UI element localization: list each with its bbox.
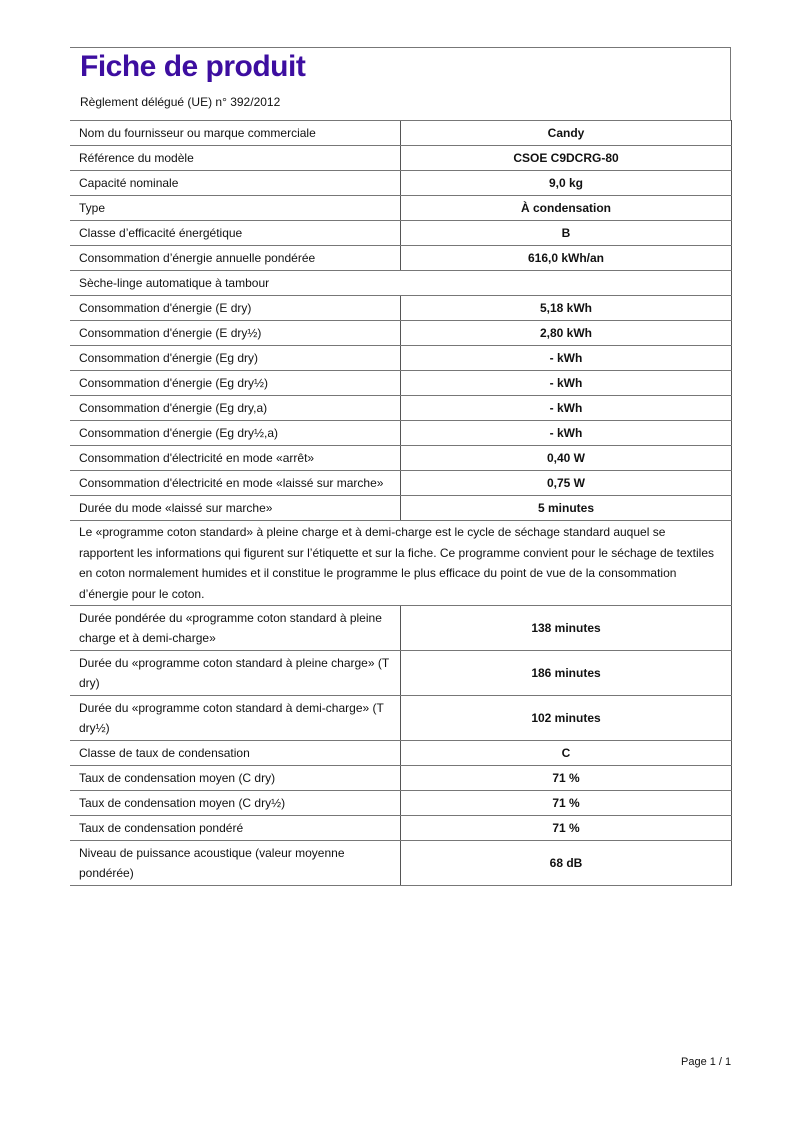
table-row: Classe d’efficacité énergétique B [70, 220, 732, 246]
page-title: Fiche de produit [80, 50, 306, 83]
row-label: Consommation d’énergie annuelle pondérée [70, 245, 401, 271]
row-label: Consommation d'énergie (E dry½) [70, 320, 401, 346]
row-value: 5 minutes [400, 495, 732, 521]
row-value: 71 % [400, 790, 732, 816]
row-label: Taux de condensation moyen (C dry½) [70, 790, 401, 816]
row-value: 5,18 kWh [400, 295, 732, 321]
header-frame [70, 47, 731, 121]
table-row: Classe de taux de condensation C [70, 740, 732, 766]
table-row: Taux de condensation moyen (C dry) 71 % [70, 765, 732, 791]
table-row: Durée du mode «laissé sur marche» 5 minut… [70, 495, 732, 521]
table-row: Niveau de puissance acoustique (valeur m… [70, 840, 732, 886]
table-row: Le «programme coton standard» à pleine c… [70, 520, 732, 606]
row-label: Consommation d'électricité en mode «arrê… [70, 445, 401, 471]
row-value: - kWh [400, 345, 732, 371]
table-row: Consommation d'électricité en mode «arrê… [70, 445, 732, 471]
table-row: Consommation d'énergie (Eg dry½) - kWh [70, 370, 732, 396]
row-value: 102 minutes [400, 695, 732, 741]
row-label: Durée pondérée du «programme coton stand… [70, 605, 401, 651]
table-row: Consommation d’énergie annuelle pondérée… [70, 245, 732, 271]
row-label: Consommation d'énergie (Eg dry,a) [70, 395, 401, 421]
table-row: Consommation d'énergie (E dry½) 2,80 kWh [70, 320, 732, 346]
row-label: Consommation d'énergie (Eg dry) [70, 345, 401, 371]
row-label: Référence du modèle [70, 145, 401, 171]
table-row: Capacité nominale 9,0 kg [70, 170, 732, 196]
row-value: 0,40 W [400, 445, 732, 471]
table-row: Consommation d'électricité en mode «lais… [70, 470, 732, 496]
row-label: Consommation d'énergie (Eg dry½,a) [70, 420, 401, 446]
row-value: 186 minutes [400, 650, 732, 696]
row-value: B [400, 220, 732, 246]
product-table: Nom du fournisseur ou marque commerciale… [70, 120, 732, 886]
table-row: Consommation d'énergie (Eg dry½,a) - kWh [70, 420, 732, 446]
regulation-subtitle: Règlement délégué (UE) n° 392/2012 [80, 95, 281, 109]
row-value: - kWh [400, 395, 732, 421]
row-label: Nom du fournisseur ou marque commerciale [70, 120, 401, 146]
table-row: Durée du «programme coton standard à ple… [70, 650, 732, 696]
row-label: Niveau de puissance acoustique (valeur m… [70, 840, 401, 886]
row-value: 2,80 kWh [400, 320, 732, 346]
table-row: Consommation d'énergie (E dry) 5,18 kWh [70, 295, 732, 321]
row-label: Durée du «programme coton standard à ple… [70, 650, 401, 696]
table-row: Sèche-linge automatique à tambour [70, 270, 732, 296]
row-label: Taux de condensation moyen (C dry) [70, 765, 401, 791]
table-row: Nom du fournisseur ou marque commerciale… [70, 120, 732, 146]
table-row: Consommation d'énergie (Eg dry) - kWh [70, 345, 732, 371]
table-row: Consommation d'énergie (Eg dry,a) - kWh [70, 395, 732, 421]
row-value: 0,75 W [400, 470, 732, 496]
row-label: Durée du «programme coton standard à dem… [70, 695, 401, 741]
row-value: CSOE C9DCRG-80 [400, 145, 732, 171]
table-row: Taux de condensation moyen (C dry½) 71 % [70, 790, 732, 816]
row-label: Capacité nominale [70, 170, 401, 196]
row-value: 71 % [400, 815, 732, 841]
table-row: Type À condensation [70, 195, 732, 221]
row-label: Consommation d'énergie (Eg dry½) [70, 370, 401, 396]
row-value: 138 minutes [400, 605, 732, 651]
row-value: 68 dB [400, 840, 732, 886]
row-value: 9,0 kg [400, 170, 732, 196]
section-heading: Sèche-linge automatique à tambour [70, 270, 732, 296]
row-value: 71 % [400, 765, 732, 791]
row-label: Consommation d'énergie (E dry) [70, 295, 401, 321]
table-row: Référence du modèle CSOE C9DCRG-80 [70, 145, 732, 171]
row-value: Candy [400, 120, 732, 146]
row-label: Taux de condensation pondéré [70, 815, 401, 841]
row-value: C [400, 740, 732, 766]
row-label: Type [70, 195, 401, 221]
row-label: Durée du mode «laissé sur marche» [70, 495, 401, 521]
standard-program-note: Le «programme coton standard» à pleine c… [70, 520, 732, 606]
table-row: Durée pondérée du «programme coton stand… [70, 605, 732, 651]
table-row: Taux de condensation pondéré 71 % [70, 815, 732, 841]
row-value: À condensation [400, 195, 732, 221]
row-label: Classe d’efficacité énergétique [70, 220, 401, 246]
table-row: Durée du «programme coton standard à dem… [70, 695, 732, 741]
row-label: Consommation d'électricité en mode «lais… [70, 470, 401, 496]
row-value: - kWh [400, 420, 732, 446]
row-value: 616,0 kWh/an [400, 245, 732, 271]
page-number: Page 1 / 1 [681, 1056, 732, 1068]
row-label: Classe de taux de condensation [70, 740, 401, 766]
row-value: - kWh [400, 370, 732, 396]
